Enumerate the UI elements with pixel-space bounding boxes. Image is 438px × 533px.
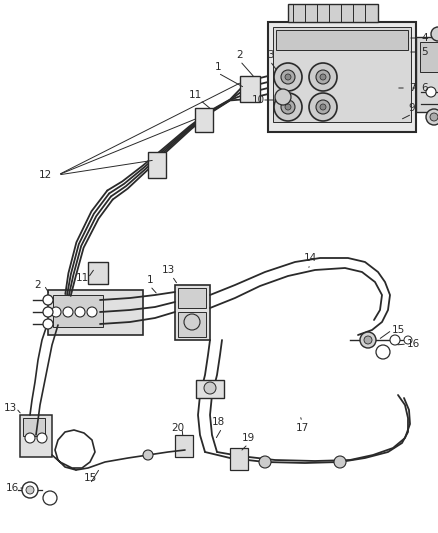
Text: 2: 2 <box>237 50 244 60</box>
Bar <box>196 380 224 398</box>
Circle shape <box>360 332 376 348</box>
Bar <box>175 435 193 457</box>
Text: 1: 1 <box>215 62 221 72</box>
Circle shape <box>259 456 271 468</box>
Circle shape <box>285 74 291 80</box>
Circle shape <box>309 63 337 91</box>
Circle shape <box>334 456 346 468</box>
Bar <box>268 22 416 132</box>
Bar <box>195 108 213 132</box>
Text: 1: 1 <box>147 275 153 285</box>
Circle shape <box>316 100 330 114</box>
Text: 20: 20 <box>171 423 184 433</box>
Circle shape <box>274 63 302 91</box>
Circle shape <box>281 70 295 84</box>
Bar <box>23 418 45 436</box>
Circle shape <box>63 307 73 317</box>
Text: 11: 11 <box>75 273 88 283</box>
Bar <box>240 76 260 102</box>
Circle shape <box>43 307 53 317</box>
Text: 6: 6 <box>422 83 428 93</box>
Bar <box>178 312 206 337</box>
Circle shape <box>376 345 390 359</box>
Bar <box>48 290 143 335</box>
Text: 13: 13 <box>4 403 17 413</box>
Text: 3: 3 <box>267 50 273 60</box>
Bar <box>88 262 108 284</box>
Bar <box>53 295 103 327</box>
Bar <box>20 415 52 457</box>
Circle shape <box>25 433 35 443</box>
Bar <box>148 152 166 178</box>
Circle shape <box>404 336 412 344</box>
Circle shape <box>316 70 330 84</box>
Circle shape <box>37 433 47 443</box>
Circle shape <box>51 307 61 317</box>
Circle shape <box>320 104 326 110</box>
Circle shape <box>87 307 97 317</box>
Circle shape <box>274 93 302 121</box>
Text: 12: 12 <box>39 170 52 180</box>
Bar <box>178 288 206 308</box>
Text: 2: 2 <box>35 280 41 290</box>
Text: 5: 5 <box>422 47 428 57</box>
Circle shape <box>285 104 291 110</box>
Circle shape <box>43 491 57 505</box>
Text: 10: 10 <box>251 95 265 105</box>
Circle shape <box>75 307 85 317</box>
Circle shape <box>390 335 400 345</box>
Text: 19: 19 <box>241 433 254 443</box>
Text: 18: 18 <box>212 417 225 427</box>
Circle shape <box>43 319 53 329</box>
Circle shape <box>22 482 38 498</box>
Circle shape <box>364 336 372 344</box>
Circle shape <box>281 100 295 114</box>
Text: 11: 11 <box>188 90 201 100</box>
Bar <box>416 37 438 112</box>
Circle shape <box>184 314 200 330</box>
Text: 16: 16 <box>406 339 420 349</box>
Circle shape <box>426 87 436 97</box>
Bar <box>276 30 408 50</box>
Text: 14: 14 <box>304 253 317 263</box>
Bar <box>230 448 248 470</box>
Circle shape <box>430 113 438 121</box>
Bar <box>273 27 411 122</box>
Text: 4: 4 <box>422 33 428 43</box>
Circle shape <box>275 89 291 105</box>
Circle shape <box>143 450 153 460</box>
Text: 17: 17 <box>295 423 309 433</box>
Circle shape <box>309 93 337 121</box>
Text: 7: 7 <box>409 83 415 93</box>
Bar <box>175 285 210 340</box>
Text: 15: 15 <box>392 325 405 335</box>
Bar <box>288 4 378 22</box>
Circle shape <box>426 109 438 125</box>
Bar <box>420 42 438 72</box>
Circle shape <box>431 27 438 41</box>
Text: 13: 13 <box>161 265 175 275</box>
Text: 9: 9 <box>409 103 415 113</box>
Circle shape <box>26 486 34 494</box>
Text: 16: 16 <box>5 483 19 493</box>
Circle shape <box>320 74 326 80</box>
Circle shape <box>43 295 53 305</box>
Text: 15: 15 <box>83 473 97 483</box>
Circle shape <box>204 382 216 394</box>
